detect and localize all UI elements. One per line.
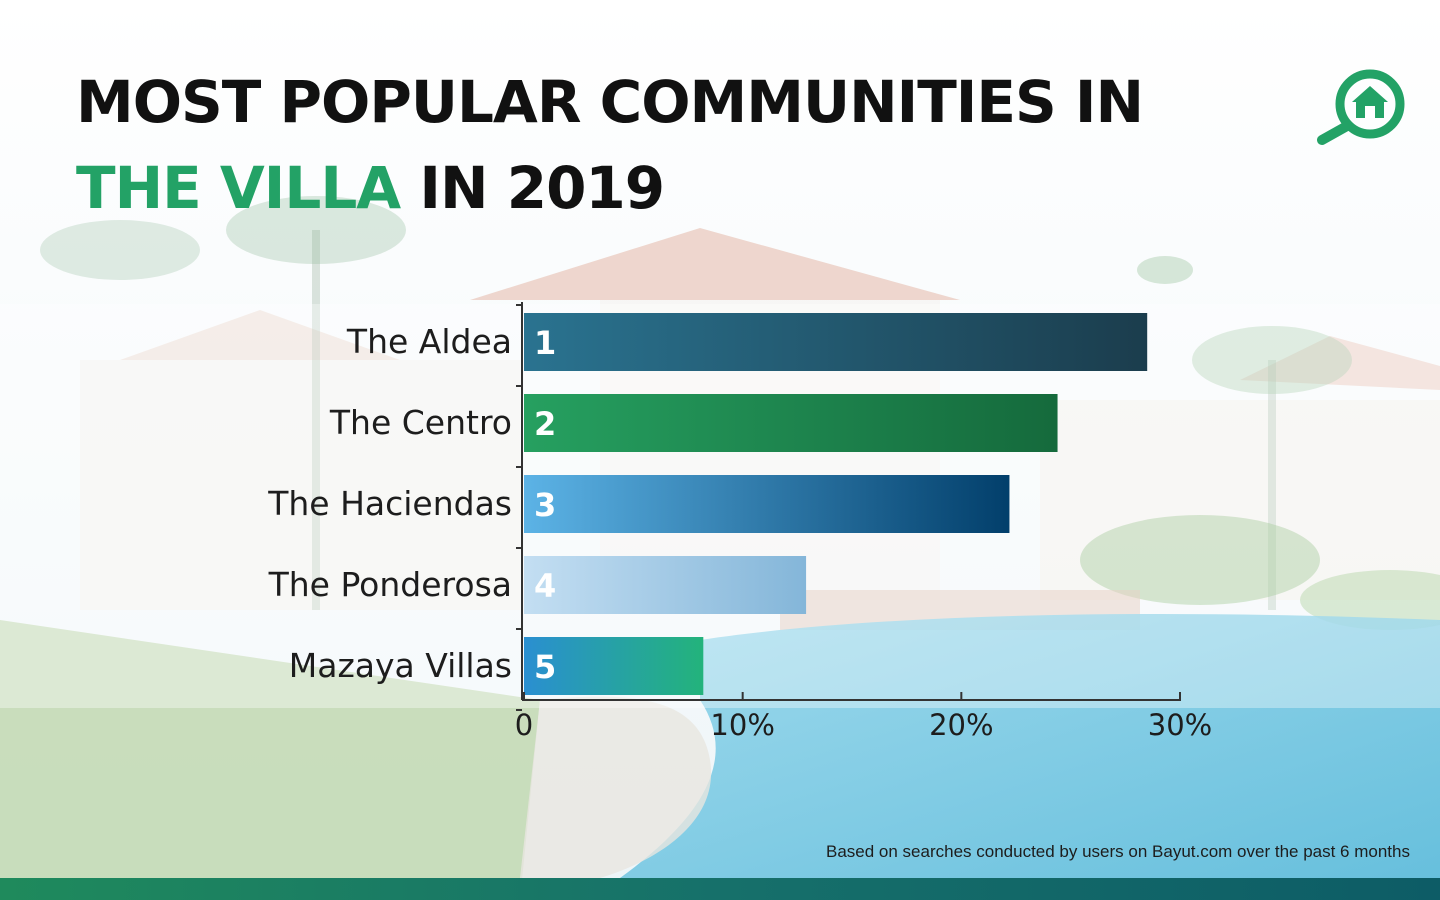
bar-rank-label: 2 — [534, 405, 556, 443]
source-footnote: Based on searches conducted by users on … — [825, 842, 1410, 861]
x-tick-label: 0 — [515, 708, 533, 742]
page-title-line-1: MOST POPULAR COMMUNITIES IN — [76, 68, 1144, 136]
bar-5 — [524, 637, 704, 695]
bar-4 — [524, 556, 807, 614]
category-label: The Aldea — [346, 322, 512, 361]
bar-rank-label: 4 — [534, 567, 556, 605]
title-rest-text: IN 2019 — [400, 154, 665, 222]
bottom-accent-bar — [0, 878, 1440, 900]
bar-rank-label: 5 — [534, 648, 556, 686]
category-label: Mazaya Villas — [289, 646, 512, 685]
category-label: The Centro — [329, 403, 512, 442]
bar-2 — [524, 394, 1058, 452]
bar-rank-label: 1 — [534, 324, 556, 362]
page-title-line-2: THE VILLA IN 2019 — [76, 154, 665, 222]
category-label: The Haciendas — [267, 484, 512, 523]
bar-1 — [524, 313, 1148, 371]
category-label: The Ponderosa — [268, 565, 512, 604]
x-tick-label: 10% — [710, 708, 774, 742]
title-accent-text: THE VILLA — [76, 154, 401, 222]
x-tick-label: 20% — [929, 708, 993, 742]
magnifier-house-icon — [1317, 69, 1405, 145]
x-tick-label: 30% — [1148, 708, 1212, 742]
bar-3 — [524, 475, 1010, 533]
bar-rank-label: 3 — [534, 486, 556, 524]
